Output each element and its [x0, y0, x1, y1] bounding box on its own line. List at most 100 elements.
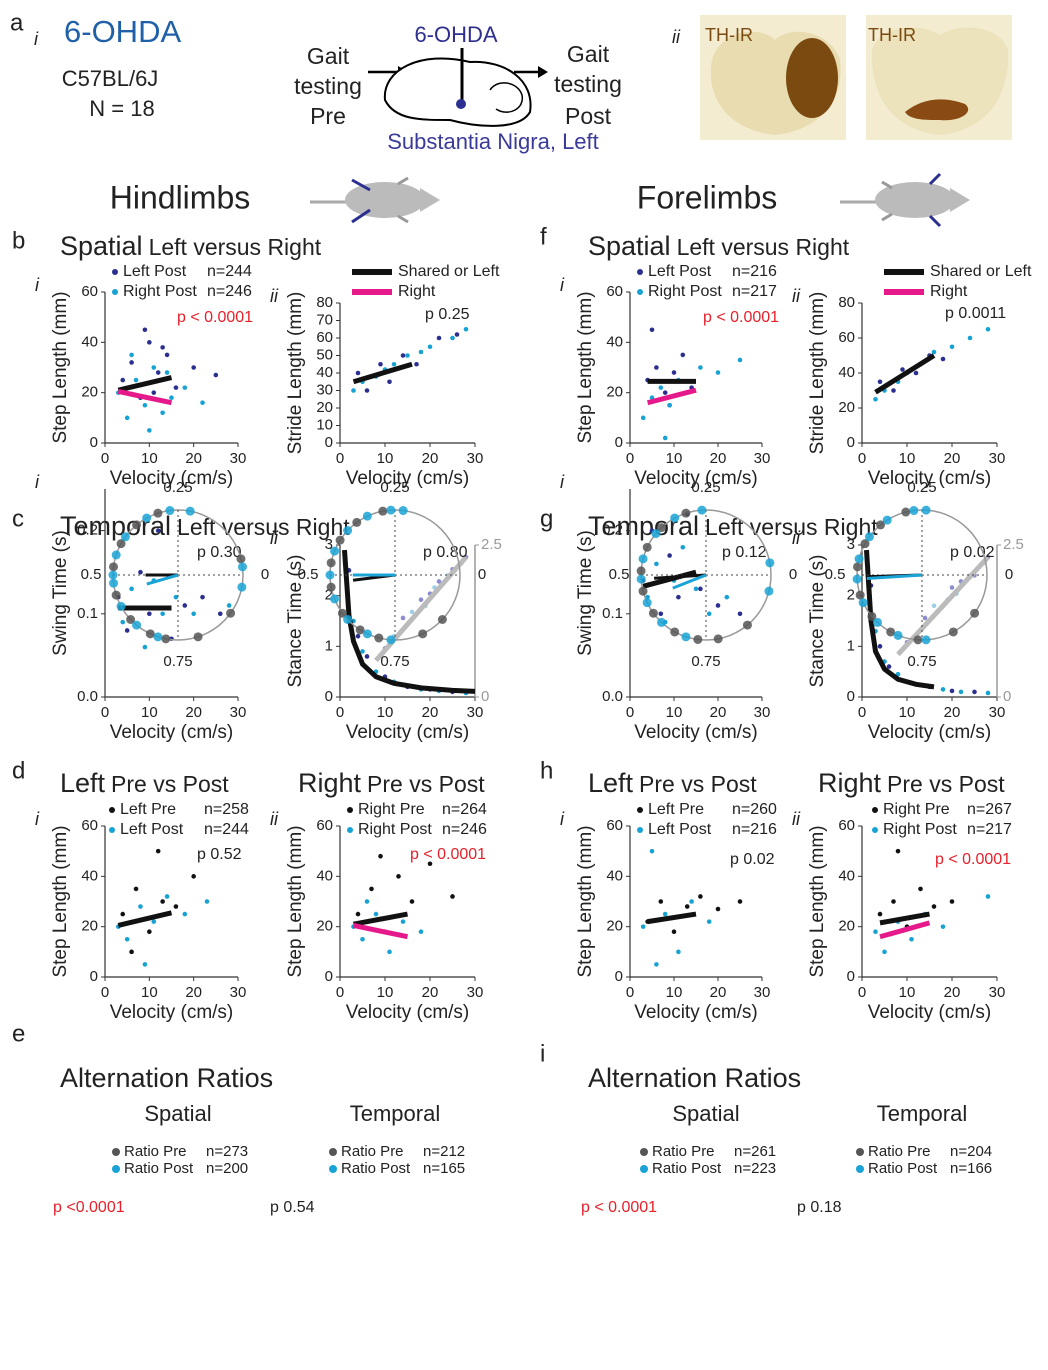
ratio-point [337, 608, 347, 618]
ratio-point [418, 629, 428, 639]
ratio-point [681, 632, 691, 642]
ratio-point [693, 634, 703, 644]
point [164, 894, 170, 899]
point [396, 874, 401, 879]
point [173, 385, 179, 390]
section-title: Alternation Ratios [60, 1063, 273, 1093]
point [931, 603, 937, 609]
x-axis-label: Velocity (cm/s) [868, 468, 992, 489]
step: Pre [310, 103, 346, 129]
point [658, 611, 664, 617]
ratio-point [636, 566, 646, 576]
y-tick-label: 30 [316, 381, 333, 398]
point [124, 936, 130, 942]
roman: ii [270, 528, 279, 548]
roman: i [560, 809, 565, 829]
legend-label: Shared or Left [930, 263, 1032, 280]
section-title: Right [818, 768, 882, 798]
ratio-point [330, 546, 340, 556]
point [355, 633, 361, 639]
ratio-point [362, 629, 372, 639]
point [160, 345, 165, 350]
point [949, 344, 955, 350]
y-tick-label: 20 [838, 399, 855, 416]
point [967, 335, 973, 341]
ratio-point [343, 526, 353, 536]
panel-letter: h [540, 757, 553, 784]
y-tick-label: 60 [606, 817, 623, 834]
section-title: Temporal [60, 511, 171, 541]
x-tick-label: 10 [141, 704, 158, 721]
x-tick-label: 30 [467, 984, 484, 1001]
limb-heading: Forelimbs [637, 179, 777, 215]
ratio-point [325, 570, 335, 580]
section-title: Spatial [588, 231, 671, 261]
point [418, 597, 424, 603]
point [160, 611, 165, 617]
point [387, 949, 392, 955]
point [654, 365, 659, 370]
ratio-point [638, 554, 648, 564]
x-tick-label: 20 [710, 984, 727, 1001]
x-tick-label: 0 [336, 704, 344, 721]
point [355, 911, 361, 917]
point [400, 615, 406, 621]
ratio-point [362, 511, 372, 521]
legend-label: Right [930, 283, 968, 300]
ratio-point [642, 598, 652, 608]
legend-count: n=246 [207, 283, 252, 300]
x-tick-label: 30 [989, 450, 1006, 467]
y-tick-label: 60 [81, 283, 98, 300]
point [654, 962, 659, 967]
x-tick-label: 30 [989, 984, 1006, 1001]
ratio-point [713, 634, 723, 644]
point [693, 586, 699, 592]
polar-tick-label: 0.5 [81, 566, 102, 583]
y2-tick-label: 0 [1003, 688, 1011, 705]
x-axis-label: Velocity (cm/s) [868, 1002, 992, 1023]
y2-tick-label: 2.5 [481, 536, 502, 553]
x-tick-label: 20 [185, 450, 202, 467]
header: a i 6-OHDA C57BL/6J N = 18 Gait testing … [10, 9, 1012, 154]
p-value: p 0.18 [797, 1199, 842, 1216]
legend-swatch [112, 289, 118, 295]
legend-label: Right Post [123, 283, 197, 300]
ratio-point [765, 558, 775, 568]
ratio-point [352, 517, 362, 527]
y-axis-label: Stance Time (s) [285, 554, 306, 687]
point [364, 388, 370, 393]
polar-tick-label: 0 [478, 566, 486, 583]
point [151, 390, 157, 395]
y-tick-label: 40 [81, 867, 98, 884]
legend-label: Ratio Post [652, 1160, 722, 1177]
legend-count: n=273 [206, 1143, 248, 1160]
roman: i [560, 472, 565, 492]
point [169, 395, 174, 401]
point [706, 919, 712, 924]
point [877, 644, 883, 649]
point [913, 370, 919, 376]
p-value: p 0.25 [425, 306, 470, 323]
stained-region [905, 99, 969, 121]
ratio-point [437, 614, 447, 624]
legend-swatch [856, 1165, 864, 1173]
legend-count: n=267 [967, 801, 1012, 818]
injection-site [456, 99, 466, 109]
legend-count: n=216 [732, 263, 777, 280]
legend-label: Right Pre [358, 801, 425, 818]
ratio-point [116, 539, 126, 549]
ratio-point [764, 586, 774, 596]
p-value: p 0.30 [197, 544, 242, 561]
point [129, 949, 134, 955]
point [667, 553, 672, 558]
section-title: Right [298, 768, 362, 798]
drug: 6-OHDA [414, 22, 497, 47]
y-tick-label: 40 [606, 867, 623, 884]
ratio-point [165, 506, 175, 516]
mouse-icon [310, 176, 440, 224]
x-tick-label: 20 [422, 984, 439, 1001]
y-tick-label: 1 [847, 637, 855, 654]
y-tick-label: 0 [615, 968, 623, 985]
legend-swatch [347, 807, 353, 813]
roman: i [560, 275, 565, 295]
